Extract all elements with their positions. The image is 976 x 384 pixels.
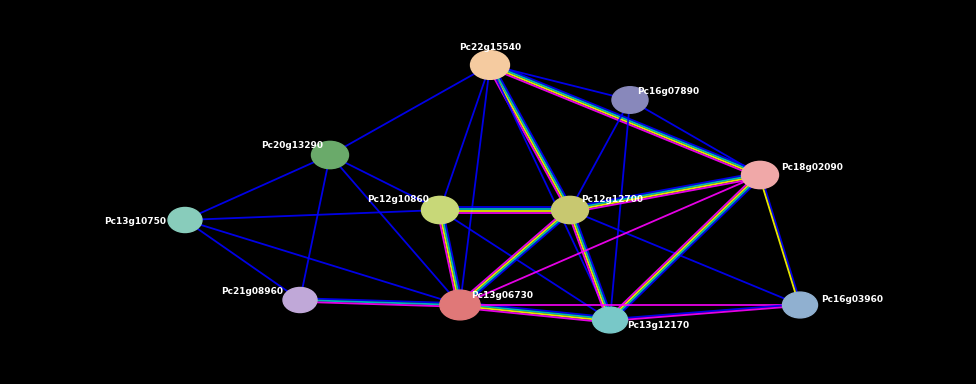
Text: Pc20g13290: Pc20g13290: [261, 141, 323, 149]
Text: Pc12g10860: Pc12g10860: [367, 195, 428, 205]
Ellipse shape: [283, 288, 317, 313]
Ellipse shape: [783, 292, 818, 318]
Ellipse shape: [592, 307, 628, 333]
Ellipse shape: [470, 51, 509, 79]
Text: Pc13g06730: Pc13g06730: [471, 291, 533, 300]
Ellipse shape: [742, 161, 779, 189]
Ellipse shape: [311, 141, 348, 169]
Ellipse shape: [422, 196, 459, 223]
Text: Pc13g12170: Pc13g12170: [627, 321, 689, 329]
Ellipse shape: [168, 207, 202, 233]
Ellipse shape: [551, 196, 589, 223]
Text: Pc16g03960: Pc16g03960: [821, 296, 883, 305]
Ellipse shape: [440, 290, 480, 320]
Text: Pc13g10750: Pc13g10750: [104, 217, 166, 227]
Text: Pc16g07890: Pc16g07890: [637, 88, 699, 96]
Text: Pc21g08960: Pc21g08960: [221, 288, 283, 296]
Text: Pc12g12700: Pc12g12700: [581, 195, 643, 205]
Text: Pc18g02090: Pc18g02090: [781, 162, 843, 172]
Text: Pc22g15540: Pc22g15540: [459, 43, 521, 51]
Ellipse shape: [612, 87, 648, 113]
